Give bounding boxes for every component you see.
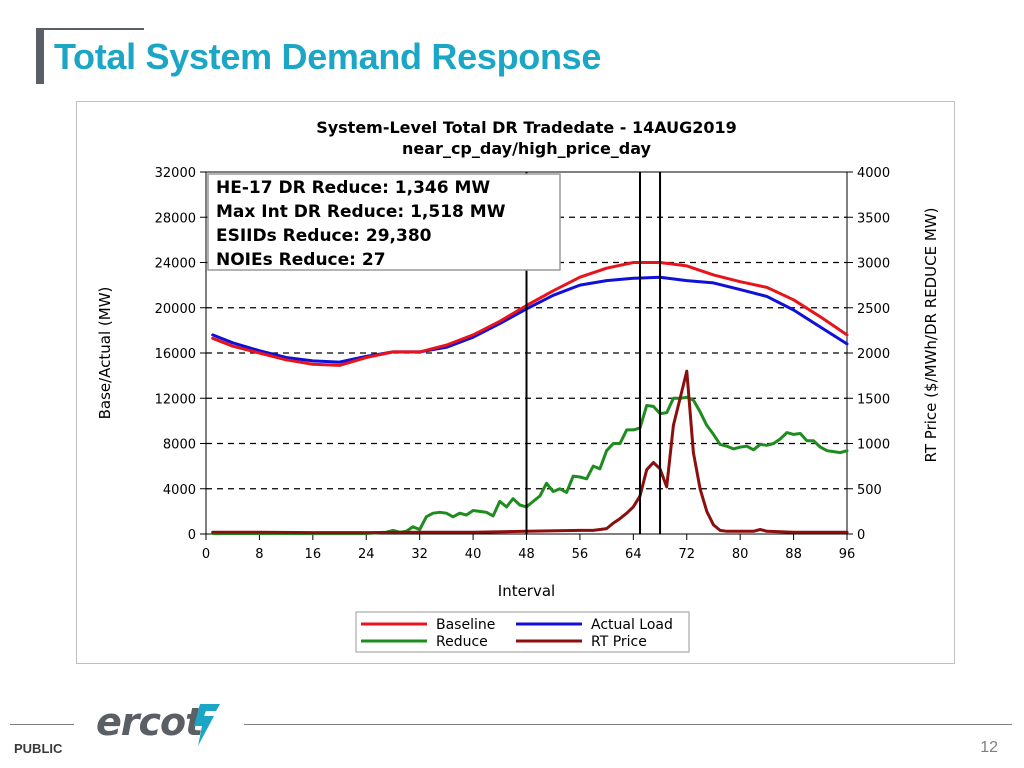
x-tick-label: 56	[572, 547, 589, 562]
x-tick-label: 8	[255, 547, 263, 562]
series-line-actual-load	[211, 275, 849, 364]
legend-label: Reduce	[436, 634, 488, 650]
logo-wordmark: ercot	[96, 700, 203, 744]
y-tick-label: 8000	[163, 438, 196, 453]
x-tick-label: 24	[358, 547, 375, 562]
chart-frame: System-Level Total DR Tradedate - 14AUG2…	[76, 101, 955, 664]
legend-label: Actual Load	[591, 617, 673, 633]
legend-label: Baseline	[436, 617, 495, 633]
title-accent-bar	[36, 28, 44, 84]
footer-divider-left	[10, 724, 74, 725]
footer-public-label: PUBLIC	[14, 741, 63, 756]
x-axis-label: Interval	[498, 582, 555, 600]
y-axis-label: Base/Actual (MW)	[96, 287, 114, 420]
x-tick-label: 32	[411, 547, 428, 562]
y2-tick-label: 4000	[857, 166, 890, 181]
y-tick-label: 4000	[163, 483, 196, 498]
series-line-baseline	[211, 261, 849, 367]
x-tick-label: 80	[732, 547, 749, 562]
dr-chart: System-Level Total DR Tradedate - 14AUG2…	[96, 118, 940, 653]
x-tick-label: 16	[305, 547, 322, 562]
lightning-bolt-icon	[194, 704, 220, 746]
x-tick-label: 96	[839, 547, 856, 562]
y2-tick-label: 3000	[857, 257, 890, 272]
y2-tick-label: 2500	[857, 302, 890, 317]
chart-subtitle: near_cp_day/high_price_day	[402, 139, 652, 158]
annotation-line: NOIEs Reduce: 27	[216, 250, 386, 270]
y-tick-label: 24000	[155, 257, 196, 272]
y2-tick-label: 1000	[857, 438, 890, 453]
y2-tick-label: 3500	[857, 211, 890, 226]
y-tick-label: 0	[188, 528, 196, 543]
y-tick-label: 16000	[155, 347, 196, 362]
y-tick-label: 28000	[155, 211, 196, 226]
y2-tick-label: 0	[857, 528, 865, 543]
ercot-logo: ercot	[96, 700, 226, 752]
x-tick-label: 48	[518, 547, 535, 562]
legend-label: RT Price	[591, 634, 647, 650]
y2-tick-label: 500	[857, 483, 882, 498]
series-line-rt-price	[211, 369, 849, 535]
x-tick-label: 64	[625, 547, 642, 562]
annotation-line: Max Int DR Reduce: 1,518 MW	[216, 202, 506, 222]
x-tick-label: 40	[465, 547, 482, 562]
annotation-box	[207, 173, 561, 271]
footer-divider-right	[244, 724, 1012, 725]
y-tick-label: 12000	[155, 392, 196, 407]
page-number: 12	[980, 739, 998, 756]
x-tick-label: 72	[678, 547, 695, 562]
series-line-reduce	[211, 395, 849, 535]
y-tick-label: 20000	[155, 302, 196, 317]
annotation-line: HE-17 DR Reduce: 1,346 MW	[216, 178, 490, 198]
y2-tick-label: 1500	[857, 392, 890, 407]
x-tick-label: 88	[785, 547, 802, 562]
slide-title: Total System Demand Response	[54, 36, 602, 77]
x-tick-label: 0	[202, 547, 210, 562]
y2-axis-label: RT Price ($/MWh/DR REDUCE MW)	[922, 208, 940, 463]
chart-title: System-Level Total DR Tradedate - 14AUG2…	[316, 118, 737, 137]
annotation-line: ESIIDs Reduce: 29,380	[216, 226, 432, 246]
y-tick-label: 32000	[155, 166, 196, 181]
title-accent-line	[36, 28, 144, 30]
y2-tick-label: 2000	[857, 347, 890, 362]
legend-box	[355, 611, 690, 653]
